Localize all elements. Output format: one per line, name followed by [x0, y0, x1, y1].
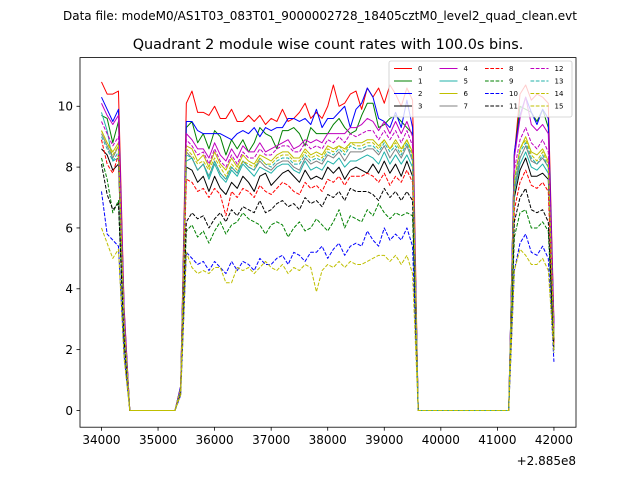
legend-label-6: 6	[464, 90, 469, 98]
legend-label-0: 0	[418, 65, 422, 73]
legend-label-2: 2	[418, 90, 422, 98]
plot-lines	[100, 81, 555, 411]
legend-label-10: 10	[509, 90, 518, 98]
y-tick-label: 10	[58, 100, 73, 114]
chart-title: Quadrant 2 module wise count rates with …	[133, 37, 524, 53]
x-tick-label: 36000	[196, 433, 234, 447]
axes-frame	[79, 57, 577, 428]
x-axis-offset-label: +2.885e8	[517, 454, 576, 468]
legend-label-14: 14	[555, 90, 564, 98]
legend-label-1: 1	[418, 78, 422, 86]
legend-label-9: 9	[509, 78, 513, 86]
x-tick-label: 40000	[422, 433, 460, 447]
legend-label-15: 15	[555, 103, 564, 111]
y-tick-label: 4	[65, 282, 73, 296]
y-tick-label: 8	[65, 160, 73, 174]
legend-label-13: 13	[555, 78, 564, 86]
x-tick-label: 34000	[82, 433, 120, 447]
x-tick-label: 35000	[139, 433, 177, 447]
y-tick-label: 2	[65, 343, 73, 357]
x-tick-label: 37000	[252, 433, 290, 447]
series-line-13	[101, 136, 555, 411]
legend-label-12: 12	[555, 65, 564, 73]
y-tick-label: 6	[65, 221, 73, 235]
suptitle: Data file: modeM0/AS1T03_083T01_90000027…	[63, 9, 577, 23]
legend-label-7: 7	[464, 103, 468, 111]
x-tick-label: 38000	[309, 433, 347, 447]
y-tick-label: 0	[65, 404, 73, 418]
x-tick-label: 39000	[365, 433, 403, 447]
legend-label-4: 4	[464, 65, 469, 73]
legend-label-8: 8	[509, 65, 513, 73]
legend-label-5: 5	[464, 78, 468, 86]
x-axis-ticks: 34000 35000 36000 37000 38000 39000 40000 41000…	[82, 427, 573, 447]
legend-label-11: 11	[509, 103, 518, 111]
legend-label-3: 3	[418, 103, 422, 111]
series-line-15	[101, 130, 555, 411]
x-tick-label: 42000	[535, 433, 573, 447]
legend-frame	[388, 60, 573, 118]
x-tick-label: 41000	[478, 433, 516, 447]
y-axis-ticks: 0 2 4 6 8 10	[58, 100, 80, 418]
